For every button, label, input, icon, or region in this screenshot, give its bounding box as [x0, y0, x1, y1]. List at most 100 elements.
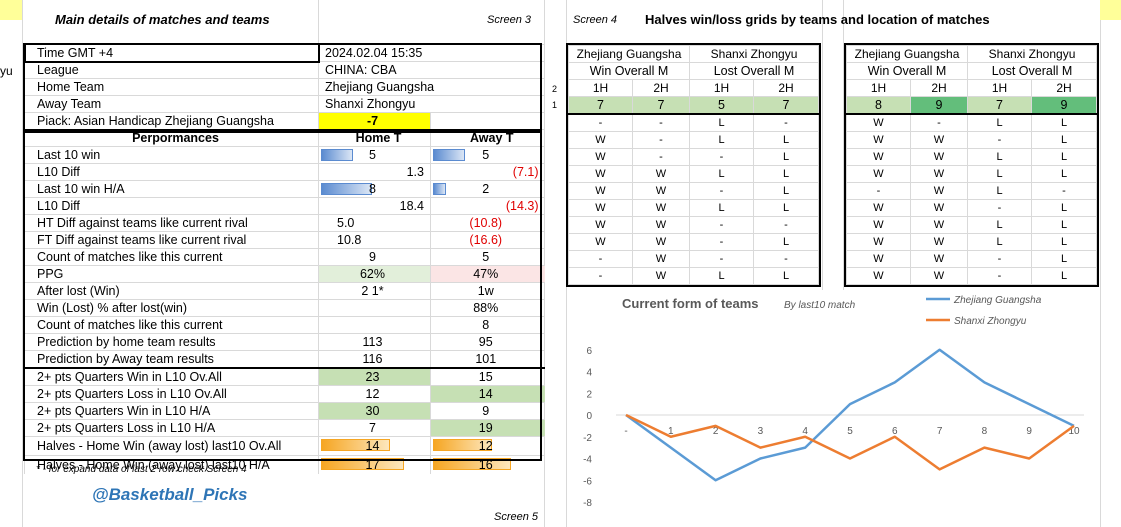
grid-sub-win: Win Overall M: [568, 62, 690, 80]
grid-cell: W: [846, 113, 911, 132]
grid-sub-row: Win Overall M Lost Overall M: [846, 62, 1098, 80]
home-value: 8: [318, 180, 431, 198]
x-tick-label: 10: [1068, 426, 1080, 437]
away-value-text: 16: [478, 458, 493, 472]
home-value: [318, 316, 431, 334]
grid-cell: L: [752, 199, 820, 217]
home-value-text: 62%: [359, 267, 386, 281]
perf-header-row: Perpormances Home T Away T: [24, 129, 545, 147]
home-data-bar: [321, 183, 373, 195]
grid-cell: W: [568, 233, 633, 251]
grid-half-header: 2H: [1030, 79, 1098, 97]
grid-cell: W: [632, 250, 690, 268]
away-data-bar: [433, 458, 512, 470]
perf-row: Last 10 win H/A 8 2: [24, 180, 545, 198]
grid-cell: W: [910, 165, 968, 183]
away-value: 5: [430, 146, 545, 164]
home-value: 14: [318, 436, 431, 456]
column-line: [22, 0, 23, 527]
away-value: 15: [430, 367, 545, 386]
grid-sub-lost: Lost Overall M: [966, 62, 1098, 80]
away-value: 1w: [430, 282, 545, 300]
away-data-bar: [433, 439, 492, 451]
corner-highlight: [1100, 0, 1121, 20]
y-tick-label: 0: [586, 411, 592, 422]
home-team-value: Zhejiang Guangsha: [318, 78, 545, 96]
series-line-away: [625, 413, 1075, 471]
grid-cell: L: [689, 113, 754, 132]
x-tick-label: 3: [758, 426, 764, 437]
home-value: [318, 299, 431, 317]
home-value-text: 116: [362, 352, 383, 366]
pick-label: Piack: Asian Handicap Zhejiang Guangsha: [24, 112, 319, 130]
away-value: (10.8): [430, 214, 545, 232]
grid-cell: -: [568, 113, 633, 132]
row-number: 2: [552, 84, 558, 94]
main-details-table: Time GMT +4 2024.02.04 15:35 League CHIN…: [23, 43, 545, 474]
away-value-text: (7.1): [512, 165, 539, 179]
x-tick-label: 7: [937, 426, 943, 437]
away-value-text: (16.6): [469, 233, 503, 247]
grid-half-header: 1H: [967, 79, 1032, 97]
grid-cell: -: [689, 148, 754, 166]
away-value-text: 9: [482, 404, 490, 418]
away-value: 12: [430, 436, 545, 456]
grid-cell: W: [846, 199, 911, 217]
perf-row-label: Win (Lost) % after lost(win): [24, 299, 319, 317]
grid-cell: W: [632, 233, 690, 251]
away-data-bar: [433, 149, 465, 161]
grids-title: Halves win/loss grids by teams and locat…: [645, 12, 990, 27]
grid-cell: W: [846, 267, 911, 285]
grid-cell: L: [1030, 165, 1098, 183]
grid-cell: -: [967, 267, 1032, 285]
grid-cell: L: [752, 182, 820, 200]
perf-header: Perpormances: [24, 129, 319, 147]
info-row-home: Home Team Zhejiang Guangsha: [24, 78, 545, 96]
perf-row: L10 Diff 18.4 (14.3): [24, 197, 545, 215]
grid-cell: L: [1030, 267, 1098, 285]
away-value: 16: [430, 455, 545, 474]
grid-total-cell: 7: [568, 96, 633, 115]
grid-cell: L: [1030, 199, 1098, 217]
perf-row: After lost (Win) 2 1* 1w: [24, 282, 545, 300]
grid-team-away: Shanxi Zhongyu: [688, 45, 820, 63]
home-value: 30: [318, 402, 431, 420]
info-row-time: Time GMT +4 2024.02.04 15:35: [23, 43, 545, 63]
x-tick-label: 9: [1026, 426, 1032, 437]
perf-row-label: Prediction by home team results: [24, 333, 319, 351]
grid-cell: W: [910, 131, 968, 149]
home-value: 62%: [318, 265, 431, 283]
away-value-text: 88%: [473, 301, 499, 315]
grid-cell: W: [910, 182, 968, 200]
home-value-text: 5: [369, 148, 376, 162]
home-value: 5.0: [318, 214, 431, 232]
home-value-text: 8: [369, 182, 376, 196]
away-value: 101: [430, 350, 545, 368]
away-value-text: 47%: [473, 267, 499, 281]
grid-cell: L: [752, 131, 820, 149]
x-tick-label: 4: [802, 426, 808, 437]
grid-cell: W: [632, 267, 690, 285]
grid-cell: W: [568, 165, 633, 183]
grid-cell: L: [752, 267, 820, 285]
home-value: 18.4: [318, 197, 431, 215]
grid-total-cell: 7: [632, 96, 690, 115]
grid-cell: W: [910, 148, 968, 166]
perf-row-label: HT Diff against teams like current rival: [24, 214, 319, 232]
y-tick-label: 6: [586, 346, 592, 357]
y-tick-label: 2: [586, 389, 592, 400]
league-label: League: [24, 61, 319, 79]
grid-cell: W: [910, 233, 968, 251]
home-value-text: 30: [365, 404, 380, 418]
away-value: 14: [430, 385, 545, 403]
x-tick-label: -: [624, 426, 627, 437]
home-value: 12: [318, 385, 431, 403]
grid-cell: -: [632, 148, 690, 166]
grid-cell: W: [568, 182, 633, 200]
legend-label: Zhejiang Guangsha: [953, 295, 1042, 306]
